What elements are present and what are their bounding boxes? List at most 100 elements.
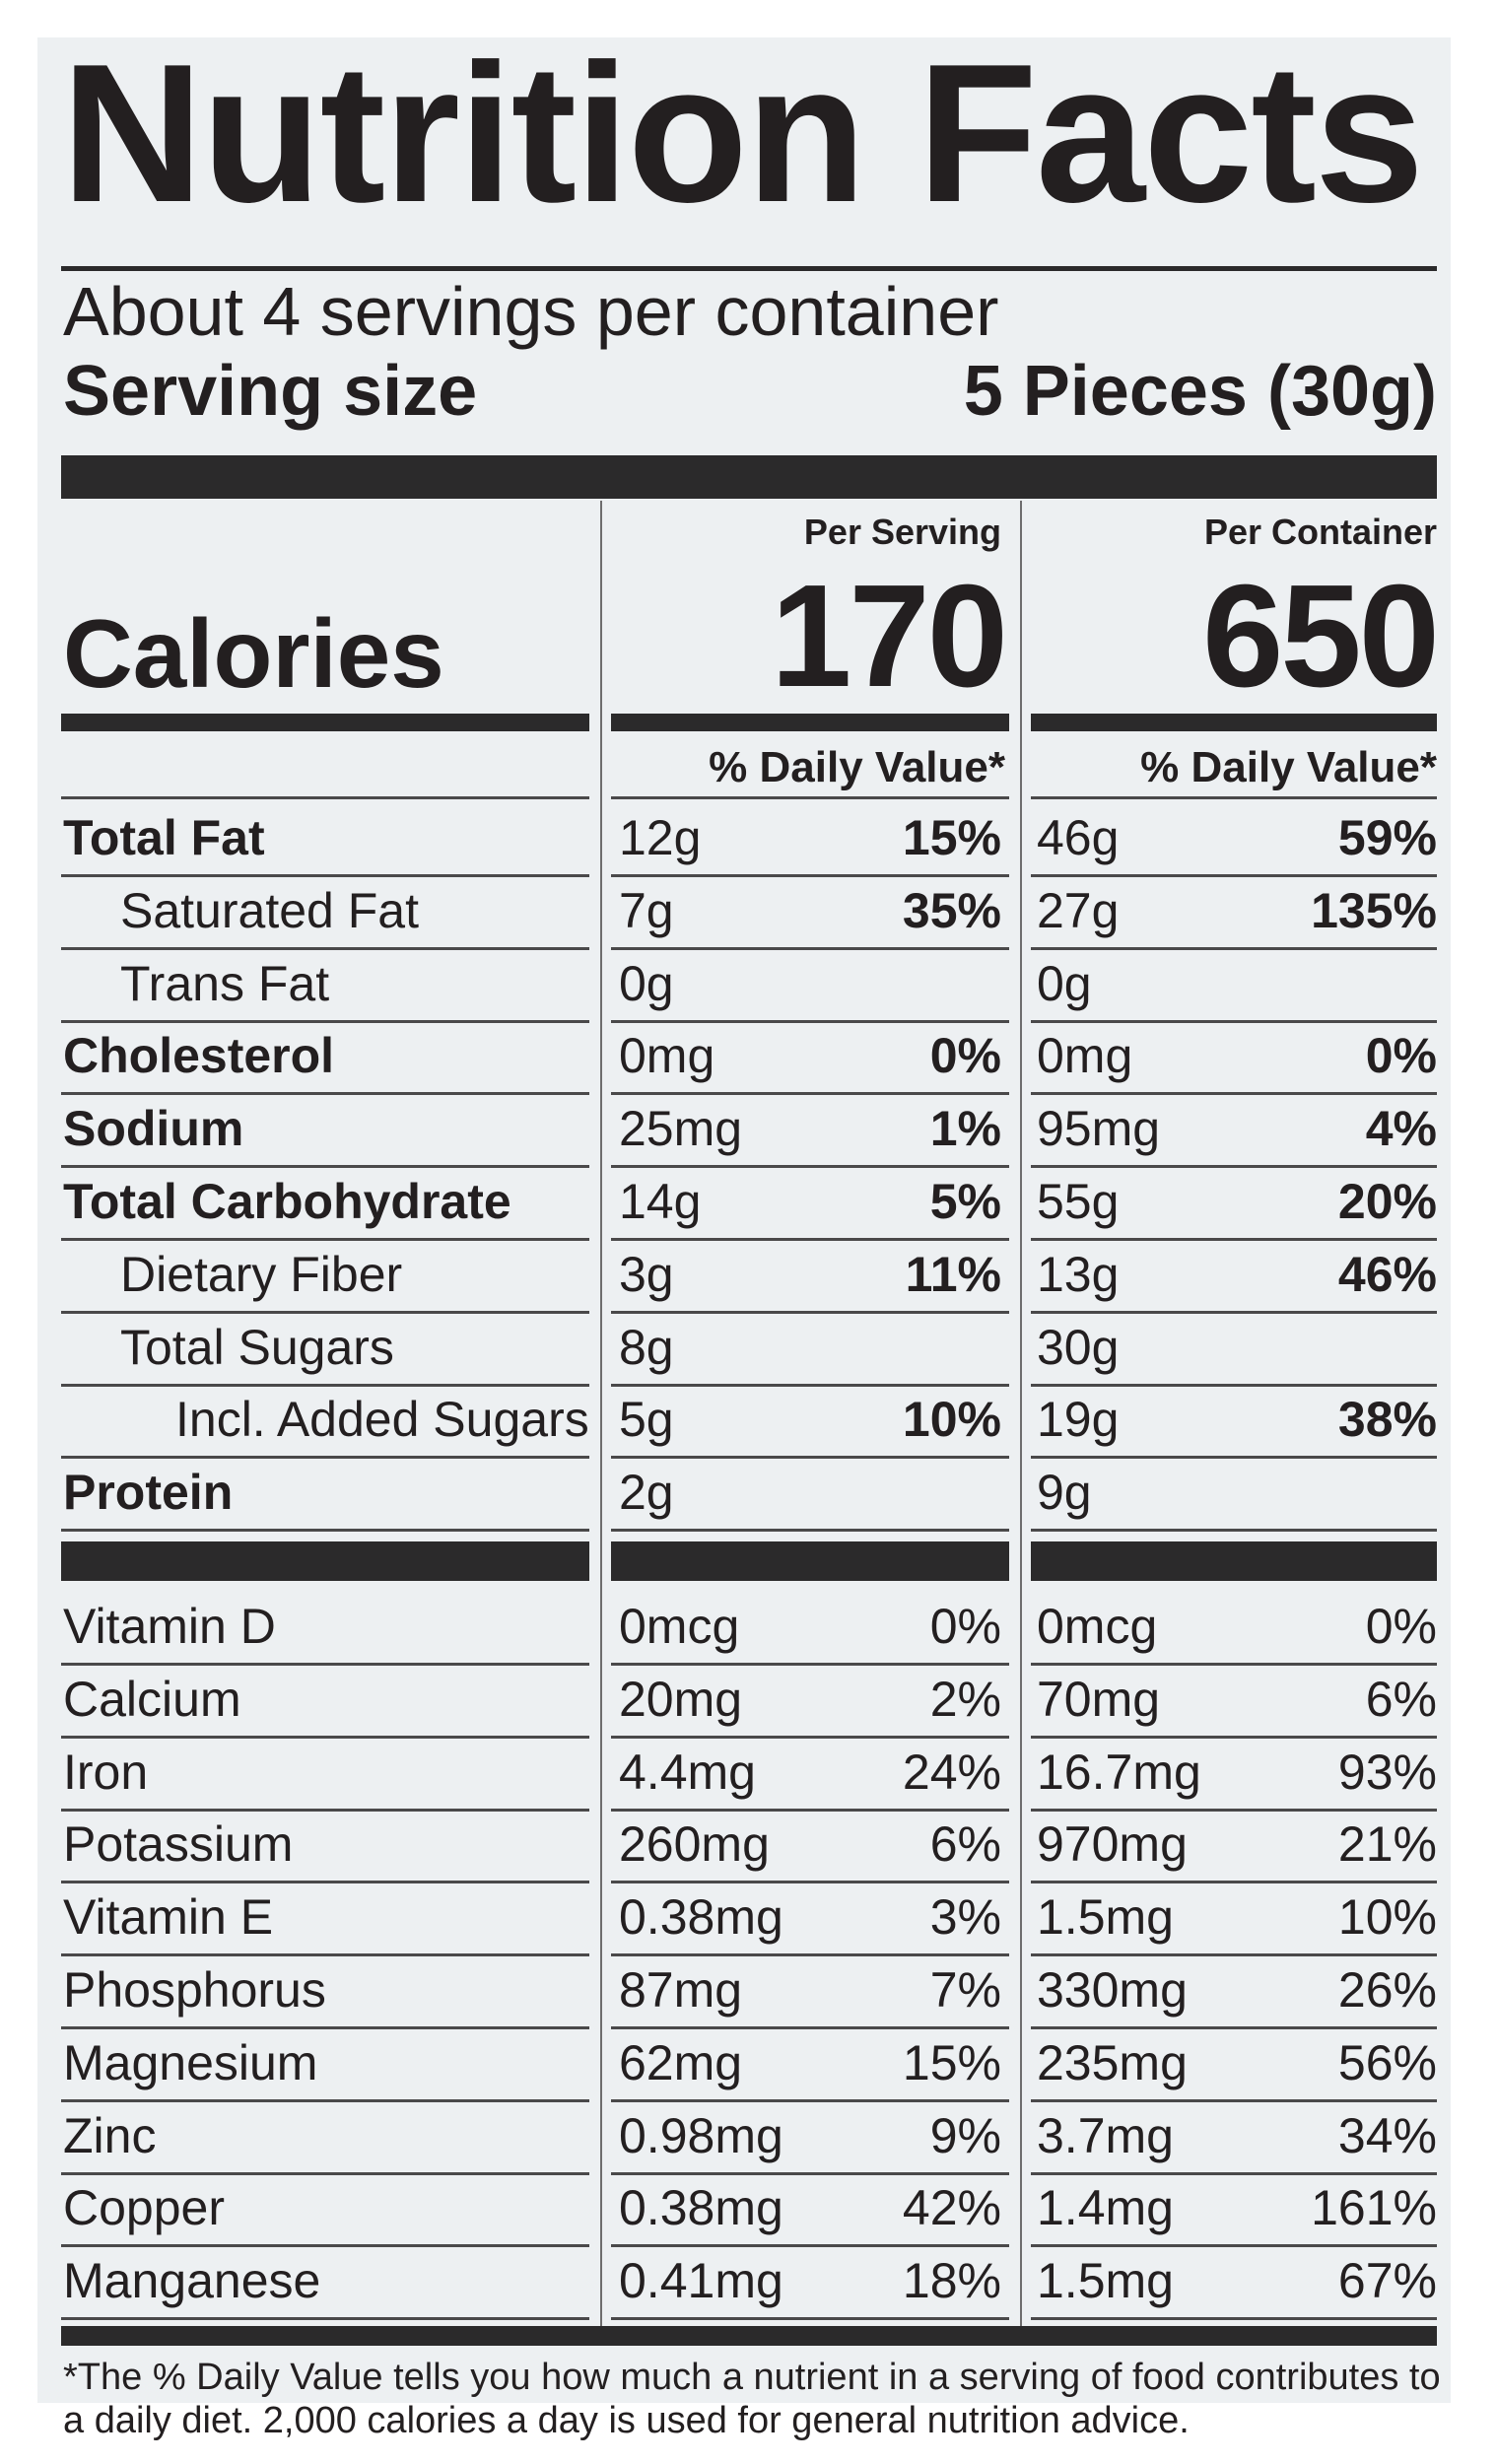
row-rule [611,1311,1009,1314]
nutrient-name: Vitamin E [63,1889,274,1945]
row-rule [61,2244,589,2247]
row-rule [61,796,589,799]
row-rule [1031,874,1437,877]
servings-per-container: About 4 servings per container [63,273,999,350]
row-rule [611,1953,1009,1956]
calories-rule-left [61,714,589,731]
nutrient-name: Phosphorus [63,1962,326,2018]
nutrition-facts-label: Nutrition Facts About 4 servings per con… [37,26,1451,2441]
nutrient-name: Total Sugars [120,1320,394,1375]
vitamins-rule-left [61,1541,589,1581]
per-serving-daily-value: 42% [902,2180,1001,2235]
row-rule [611,874,1009,877]
nutrient-name: Zinc [63,2108,157,2163]
footnote-line-2: a daily diet. 2,000 calories a day is us… [63,2400,1190,2441]
nutrient-name: Vitamin D [63,1599,276,1654]
per-container-amount: 46g [1037,810,1120,865]
per-serving-header: Per Serving [803,512,1001,552]
per-serving-amount: 2g [619,1465,674,1520]
row-rule [1031,1881,1437,1883]
per-container-amount: 0mg [1037,1028,1133,1083]
per-container-amount: 16.7mg [1037,1745,1201,1800]
per-container-daily-value: 0% [1365,1028,1437,1083]
nutrient-name: Total Fat [63,810,265,865]
per-container-daily-value: 135% [1311,883,1437,938]
per-container-daily-value: 161% [1311,2180,1437,2235]
row-rule [611,2099,1009,2102]
row-rule [611,2172,1009,2175]
row-rule [611,1663,1009,1666]
row-rule [1031,947,1437,950]
per-serving-amount: 7g [619,883,674,938]
per-serving-amount: 12g [619,810,702,865]
nutrient-name: Trans Fat [120,956,330,1011]
per-container-daily-value: 67% [1337,2253,1437,2308]
row-rule [611,1020,1009,1023]
per-container-amount: 27g [1037,883,1120,938]
per-serving-amount: 0g [619,956,674,1011]
per-container-amount: 19g [1037,1392,1120,1447]
row-rule [1031,2099,1437,2102]
row-rule [611,1529,1009,1532]
row-rule [1031,1092,1437,1095]
per-serving-amount: 3g [619,1247,674,1302]
per-container-daily-value: 56% [1337,2035,1437,2090]
row-rule [61,1663,589,1666]
per-container-daily-value: 93% [1337,1745,1437,1800]
per-container-amount: 330mg [1037,1962,1188,2018]
nutrient-name: Dietary Fiber [120,1247,403,1302]
calories-per-serving: 170 [771,555,1008,718]
per-serving-amount: 20mg [619,1672,743,1727]
per-serving-daily-value: 6% [929,1816,1001,1872]
per-container-daily-value: 26% [1337,1962,1437,2018]
per-serving-daily-value: 2% [929,1672,1001,1727]
per-container-daily-value: 59% [1337,810,1437,865]
per-serving-daily-value: 15% [902,810,1001,865]
per-serving-amount: 8g [619,1320,674,1375]
nutrient-name: Iron [63,1745,149,1800]
per-container-daily-value: 21% [1337,1816,1437,1872]
row-rule [61,1384,589,1387]
nutrient-name: Magnesium [63,2035,318,2090]
per-container-daily-value: 10% [1337,1889,1437,1945]
row-rule [61,1881,589,1883]
per-serving-daily-value: 0% [929,1599,1001,1654]
per-container-amount: 970mg [1037,1816,1188,1872]
per-container-amount: 13g [1037,1247,1120,1302]
row-rule [1031,2026,1437,2029]
row-rule [1031,2244,1437,2247]
per-serving-amount: 0.98mg [619,2108,783,2163]
per-container-daily-value: 20% [1337,1174,1437,1229]
nutrient-name: Calcium [63,1672,241,1727]
row-rule [61,1311,589,1314]
row-rule [61,1092,589,1095]
per-container-amount: 0g [1037,956,1092,1011]
calories-per-container: 650 [1202,555,1440,718]
per-serving-daily-value: 24% [902,1745,1001,1800]
nutrient-name: Total Carbohydrate [63,1174,511,1229]
row-rule [1031,2172,1437,2175]
row-rule [61,1020,589,1023]
per-serving-amount: 5g [619,1392,674,1447]
serving-size-value: 5 Pieces (30g) [963,352,1437,431]
row-rule [1031,1165,1437,1168]
row-rule [61,1529,589,1532]
per-serving-amount: 62mg [619,2035,743,2090]
row-rule [611,2026,1009,2029]
row-rule [1031,1311,1437,1314]
row-rule [1031,1736,1437,1739]
row-rule [611,1809,1009,1812]
nutrient-name: Saturated Fat [120,883,419,938]
calories-rule-right [1031,714,1437,731]
per-serving-amount: 14g [619,1174,702,1229]
per-container-daily-value: 0% [1365,1599,1437,1654]
per-serving-amount: 87mg [619,1962,743,2018]
row-rule [61,947,589,950]
row-rule [1031,1663,1437,1666]
row-rule [61,2026,589,2029]
row-rule [61,2317,589,2320]
nutrient-name: Copper [63,2180,225,2235]
per-container-daily-value: 4% [1365,1101,1437,1156]
per-serving-amount: 0.38mg [619,2180,783,2235]
row-rule [61,874,589,877]
